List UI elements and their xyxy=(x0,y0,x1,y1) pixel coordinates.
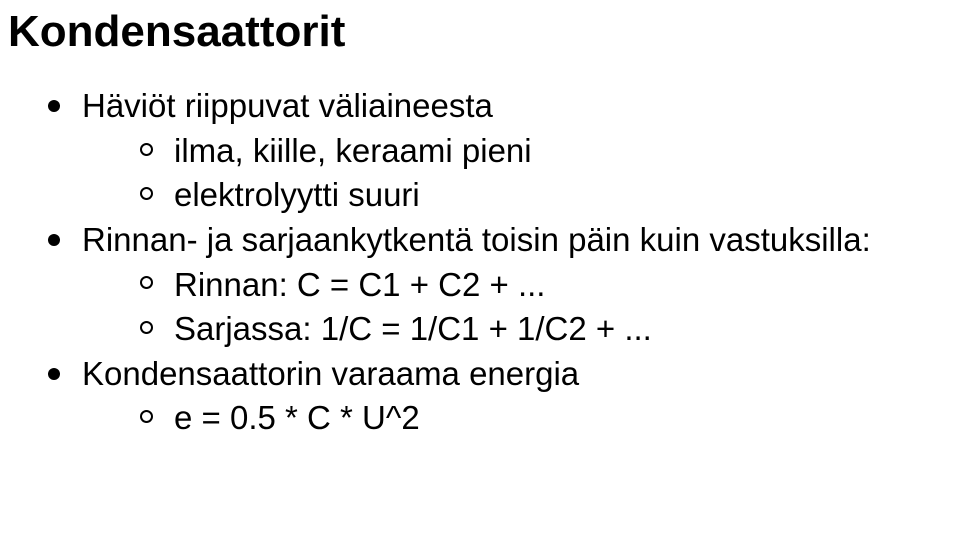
sub-list: ilma, kiille, keraami pieni elektrolyytt… xyxy=(82,129,940,218)
list-item: Rinnan- ja sarjaankytkentä toisin päin k… xyxy=(48,218,940,352)
page-title: Kondensaattorit xyxy=(8,8,940,56)
list-item: Sarjassa: 1/C = 1/C1 + 1/C2 + ... xyxy=(140,307,940,352)
list-item: elektrolyytti suuri xyxy=(140,173,940,218)
list-item: Häviöt riippuvat väliaineesta ilma, kiil… xyxy=(48,84,940,218)
bullet-text: Sarjassa: 1/C = 1/C1 + 1/C2 + ... xyxy=(174,310,652,347)
list-item: e = 0.5 * C * U^2 xyxy=(140,396,940,441)
bullet-text: ilma, kiille, keraami pieni xyxy=(174,132,532,169)
bullet-text: Häviöt riippuvat väliaineesta xyxy=(82,87,493,124)
list-item: ilma, kiille, keraami pieni xyxy=(140,129,940,174)
sub-list: Rinnan: C = C1 + C2 + ... Sarjassa: 1/C … xyxy=(82,263,940,352)
bullet-text: elektrolyytti suuri xyxy=(174,176,420,213)
bullet-text: Rinnan- ja sarjaankytkentä toisin päin k… xyxy=(82,221,871,258)
list-item: Kondensaattorin varaama energia e = 0.5 … xyxy=(48,352,940,441)
bullet-list: Häviöt riippuvat väliaineesta ilma, kiil… xyxy=(8,84,940,440)
bullet-text: Kondensaattorin varaama energia xyxy=(82,355,579,392)
bullet-text: Rinnan: C = C1 + C2 + ... xyxy=(174,266,545,303)
slide: Kondensaattorit Häviöt riippuvat väliain… xyxy=(0,0,960,548)
sub-list: e = 0.5 * C * U^2 xyxy=(82,396,940,441)
bullet-text: e = 0.5 * C * U^2 xyxy=(174,399,420,436)
list-item: Rinnan: C = C1 + C2 + ... xyxy=(140,263,940,308)
